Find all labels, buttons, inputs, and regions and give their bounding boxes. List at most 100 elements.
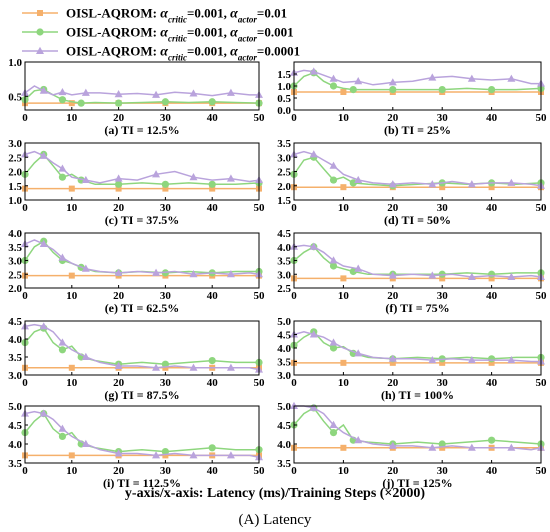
- data-point: [389, 86, 397, 94]
- data-point: [114, 174, 123, 182]
- data-point: [488, 270, 496, 278]
- y-tick-label: 5.0: [8, 401, 22, 413]
- x-tick-label: 20: [387, 202, 399, 214]
- y-tick-label: 2.5: [8, 269, 22, 281]
- x-tick-label: 40: [486, 290, 498, 302]
- data-point: [329, 176, 338, 184]
- data-point: [152, 170, 161, 178]
- x-tick-label: 50: [536, 290, 548, 302]
- x-tick-label: 0: [22, 112, 28, 124]
- data-point: [39, 86, 48, 94]
- data-point: [467, 355, 476, 364]
- data-point: [77, 99, 85, 107]
- data-point: [161, 180, 169, 188]
- data-point: [507, 178, 516, 186]
- x-tick-label: 10: [338, 290, 350, 302]
- x-tick-label: 20: [387, 290, 399, 302]
- data-point: [226, 363, 235, 371]
- data-point: [438, 86, 446, 94]
- chart-panel-6: 2.5 3.03.5 4.0 4.5 0 10 20 30 40 50 (f) TI = 75%: [277, 228, 547, 315]
- y-tick-label: 1.5: [277, 195, 291, 207]
- x-tick-label: 10: [338, 112, 350, 124]
- data-point: [115, 99, 123, 107]
- data-point: [340, 275, 347, 282]
- x-tick-label: 30: [437, 290, 449, 302]
- x-tick-label: 10: [66, 202, 78, 214]
- chart-panel-10: 3.5 4.0 4.5 5.0 0 10 20 30 40 50 (j) TI = 125%: [277, 401, 547, 490]
- data-point: [439, 184, 446, 191]
- data-point: [349, 267, 357, 276]
- x-tick-label: 10: [66, 465, 78, 477]
- y-tick-label: 4.5: [8, 316, 22, 328]
- y-tick-label: 3.5: [277, 357, 291, 369]
- data-point: [329, 262, 338, 270]
- data-point: [309, 150, 318, 158]
- x-tick-label: 0: [22, 202, 28, 214]
- data-point: [68, 364, 75, 371]
- x-tick-label: 40: [486, 377, 498, 389]
- y-tick-label: 5.0: [277, 401, 291, 413]
- y-tick-label: 5.0: [277, 316, 291, 328]
- data-point: [329, 420, 338, 428]
- data-point: [488, 359, 495, 366]
- series-line-2: [24, 240, 259, 274]
- data-point: [467, 272, 476, 280]
- data-point: [354, 436, 363, 444]
- y-tick-label: 3.0: [277, 269, 291, 281]
- data-point: [329, 429, 338, 437]
- data-point: [349, 179, 357, 187]
- data-point: [58, 164, 67, 172]
- data-point: [309, 330, 318, 338]
- data-point: [114, 449, 123, 457]
- y-tick-label: 2.0: [8, 167, 22, 179]
- x-tick-label: 0: [291, 377, 297, 389]
- data-point: [81, 88, 90, 96]
- x-tick-label: 10: [66, 290, 78, 302]
- data-point: [388, 354, 397, 362]
- data-point: [507, 74, 516, 82]
- y-tick-label: 4.0: [8, 228, 22, 240]
- chart-panel-1: 0.5 1.0 0 10 20 30 40 50 (a) TI = 12.5%: [8, 57, 265, 137]
- legend-label-3: OISL-AQROM: αcritic=0.001, αactor=0.0001: [66, 44, 300, 63]
- y-tick-label: 3.0: [277, 370, 291, 382]
- data-point: [39, 322, 48, 330]
- legend-label-2: OISL-AQROM: αcritic=0.001, αactor=0.001: [66, 25, 294, 44]
- y-tick-label: 3.0: [8, 370, 22, 382]
- x-tick-label: 50: [254, 112, 266, 124]
- subplot-title: (i) TI = 112.5%: [103, 476, 181, 490]
- x-tick-label: 30: [160, 112, 172, 124]
- data-point: [467, 443, 476, 451]
- y-tick-label: 3.5: [277, 138, 291, 150]
- figure-caption: (A) Latency: [239, 512, 312, 528]
- data-point: [58, 424, 67, 432]
- data-point: [507, 355, 516, 364]
- data-point: [162, 185, 169, 192]
- x-tick-label: 30: [160, 202, 172, 214]
- plot-frame: [293, 142, 542, 201]
- y-tick-label: 2.0: [277, 181, 291, 193]
- legend-marker-1: [37, 10, 43, 16]
- data-point: [226, 270, 235, 278]
- legend: OISL-AQROM: αcritic=0.001, αactor=0.01OI…: [22, 6, 300, 63]
- x-tick-label: 0: [291, 112, 297, 124]
- data-point: [354, 175, 363, 184]
- chart-panel-9: 3.5 4.0 4.5 5.0 0 10 20 30 40 50 (i) TI = 112.5%: [8, 401, 265, 490]
- x-tick-label: 30: [437, 202, 449, 214]
- x-tick-label: 30: [160, 290, 172, 302]
- y-tick-label: 4.0: [8, 334, 22, 346]
- x-tick-label: 50: [536, 112, 548, 124]
- data-point: [428, 180, 437, 188]
- series-line-2: [24, 412, 259, 453]
- data-point: [58, 96, 67, 104]
- subplot-title: (f) TI = 75%: [385, 301, 449, 315]
- chart-panel-5: 2.0 2.53.0 3.5 4.0 0 10 20 30 40 50 (e) TI = 62.5%: [8, 228, 265, 315]
- x-tick-label: 10: [66, 377, 78, 389]
- data-point: [354, 77, 363, 85]
- data-point: [39, 409, 48, 417]
- x-tick-label: 0: [22, 377, 28, 389]
- y-tick-label: 3.5: [277, 458, 291, 470]
- data-point: [488, 275, 495, 282]
- data-point: [309, 242, 318, 250]
- subplot-title: (h) TI = 100%: [381, 388, 454, 402]
- x-tick-label: 40: [207, 290, 219, 302]
